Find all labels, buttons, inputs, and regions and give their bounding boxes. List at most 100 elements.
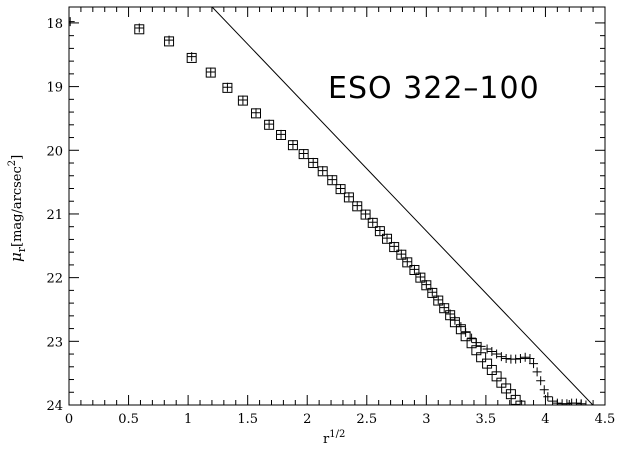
y-tick-labels: 18 19 20 21 22 23 24 bbox=[46, 17, 63, 414]
plus-point bbox=[581, 400, 591, 405]
plus-point bbox=[415, 272, 425, 282]
plus-point bbox=[525, 354, 535, 364]
plus-point bbox=[206, 67, 216, 77]
plus-point bbox=[520, 352, 530, 362]
plus-point bbox=[539, 385, 549, 395]
plus-point bbox=[222, 82, 232, 92]
plus-point bbox=[543, 392, 553, 402]
y-tick-label: 18 bbox=[46, 17, 63, 32]
plus-point bbox=[529, 359, 539, 369]
x-tick-label: 0 bbox=[65, 412, 73, 427]
plus-point bbox=[318, 166, 328, 176]
plus-point bbox=[439, 303, 449, 313]
ticks-layer bbox=[68, 7, 606, 406]
plus-point bbox=[238, 95, 248, 105]
square-point bbox=[543, 434, 552, 443]
plus-point bbox=[471, 338, 481, 348]
plus-point bbox=[264, 119, 274, 129]
x-tick-label: 4.5 bbox=[595, 412, 616, 427]
plus-point bbox=[445, 309, 455, 319]
chart-title: ESO 322–100 bbox=[328, 71, 540, 106]
plus-point bbox=[461, 327, 471, 337]
square-point bbox=[525, 413, 534, 422]
plus-point bbox=[571, 398, 581, 405]
plus-point bbox=[352, 201, 362, 211]
x-tick-label: 3 bbox=[422, 412, 430, 427]
plus-point bbox=[476, 341, 486, 351]
x-tick-label: 0.5 bbox=[118, 412, 139, 427]
plus-point bbox=[382, 233, 392, 243]
y-tick-label: 23 bbox=[46, 335, 63, 350]
plus-point bbox=[344, 192, 354, 202]
data-points-layer bbox=[69, 17, 591, 448]
plus-point bbox=[251, 108, 261, 118]
plus-point bbox=[487, 347, 497, 357]
x-axis-label-base: r bbox=[323, 432, 330, 447]
plus-point bbox=[375, 226, 385, 236]
plus-point bbox=[467, 333, 477, 343]
plus-point bbox=[511, 354, 521, 364]
square-point bbox=[521, 407, 530, 416]
y-axis-label-units-close: ] bbox=[10, 155, 25, 160]
square-point bbox=[539, 429, 548, 438]
plus-point bbox=[496, 352, 506, 362]
x-tick-label: 2.5 bbox=[356, 412, 377, 427]
plus-point bbox=[299, 148, 309, 158]
y-tick-label: 20 bbox=[46, 144, 63, 159]
plus-point bbox=[515, 354, 525, 364]
y-axis-label-units: [mag/arcsec bbox=[10, 166, 25, 247]
plus-point bbox=[327, 175, 337, 185]
x-tick-label: 2 bbox=[303, 412, 311, 427]
plus-point bbox=[456, 322, 466, 332]
plus-point bbox=[482, 344, 492, 354]
plus-point bbox=[389, 241, 399, 251]
plus-point bbox=[427, 287, 437, 297]
x-tick-label: 3.5 bbox=[476, 412, 497, 427]
y-tick-label: 21 bbox=[46, 208, 63, 223]
y-axis-label: μr[mag/arcsec2] bbox=[7, 155, 28, 262]
plus-point bbox=[361, 209, 371, 219]
plus-point bbox=[402, 257, 412, 267]
fit-line-layer bbox=[211, 7, 594, 405]
plus-point bbox=[187, 52, 197, 62]
plus-point bbox=[450, 315, 460, 325]
x-tick-label: 4 bbox=[541, 412, 549, 427]
plus-point bbox=[396, 249, 406, 259]
plus-point bbox=[288, 140, 298, 150]
plus-point bbox=[562, 399, 572, 405]
square-point bbox=[476, 352, 487, 363]
square-point bbox=[515, 400, 526, 405]
plus-point bbox=[501, 354, 511, 364]
plot-frame bbox=[68, 6, 606, 406]
y-axis-label-subscript: r bbox=[15, 246, 28, 252]
y-axis-label-symbol: μ bbox=[7, 252, 25, 262]
square-point bbox=[548, 439, 557, 448]
plus-point bbox=[336, 183, 346, 193]
x-tick-label: 1.5 bbox=[237, 412, 258, 427]
plus-point bbox=[409, 264, 419, 274]
plus-point bbox=[421, 280, 431, 290]
square-point bbox=[530, 418, 539, 427]
plus-point bbox=[536, 376, 546, 386]
plus-point bbox=[433, 295, 443, 305]
x-tick-label: 1 bbox=[184, 412, 192, 427]
plot-area bbox=[69, 7, 594, 448]
fit-line bbox=[211, 7, 594, 405]
x-axis-label-exponent: 1/2 bbox=[329, 429, 345, 440]
y-tick-label: 24 bbox=[46, 399, 63, 414]
y-tick-label: 19 bbox=[46, 81, 63, 96]
x-tick-labels: 0 0.5 1 1.5 2 2.5 3 3.5 4 4.5 bbox=[65, 412, 615, 427]
y-tick-label: 22 bbox=[46, 272, 63, 287]
plus-point bbox=[368, 217, 378, 227]
y-axis-label-units-exponent: 2 bbox=[7, 160, 18, 166]
plus-point bbox=[69, 17, 75, 27]
plus-point bbox=[276, 129, 286, 139]
plus-point bbox=[492, 349, 502, 359]
plus-point bbox=[134, 23, 144, 33]
plus-point bbox=[308, 157, 318, 167]
plus-point bbox=[532, 367, 542, 377]
plus-point bbox=[548, 396, 558, 405]
x-axis-label: r1/2 bbox=[323, 429, 345, 447]
plus-point bbox=[164, 35, 174, 45]
